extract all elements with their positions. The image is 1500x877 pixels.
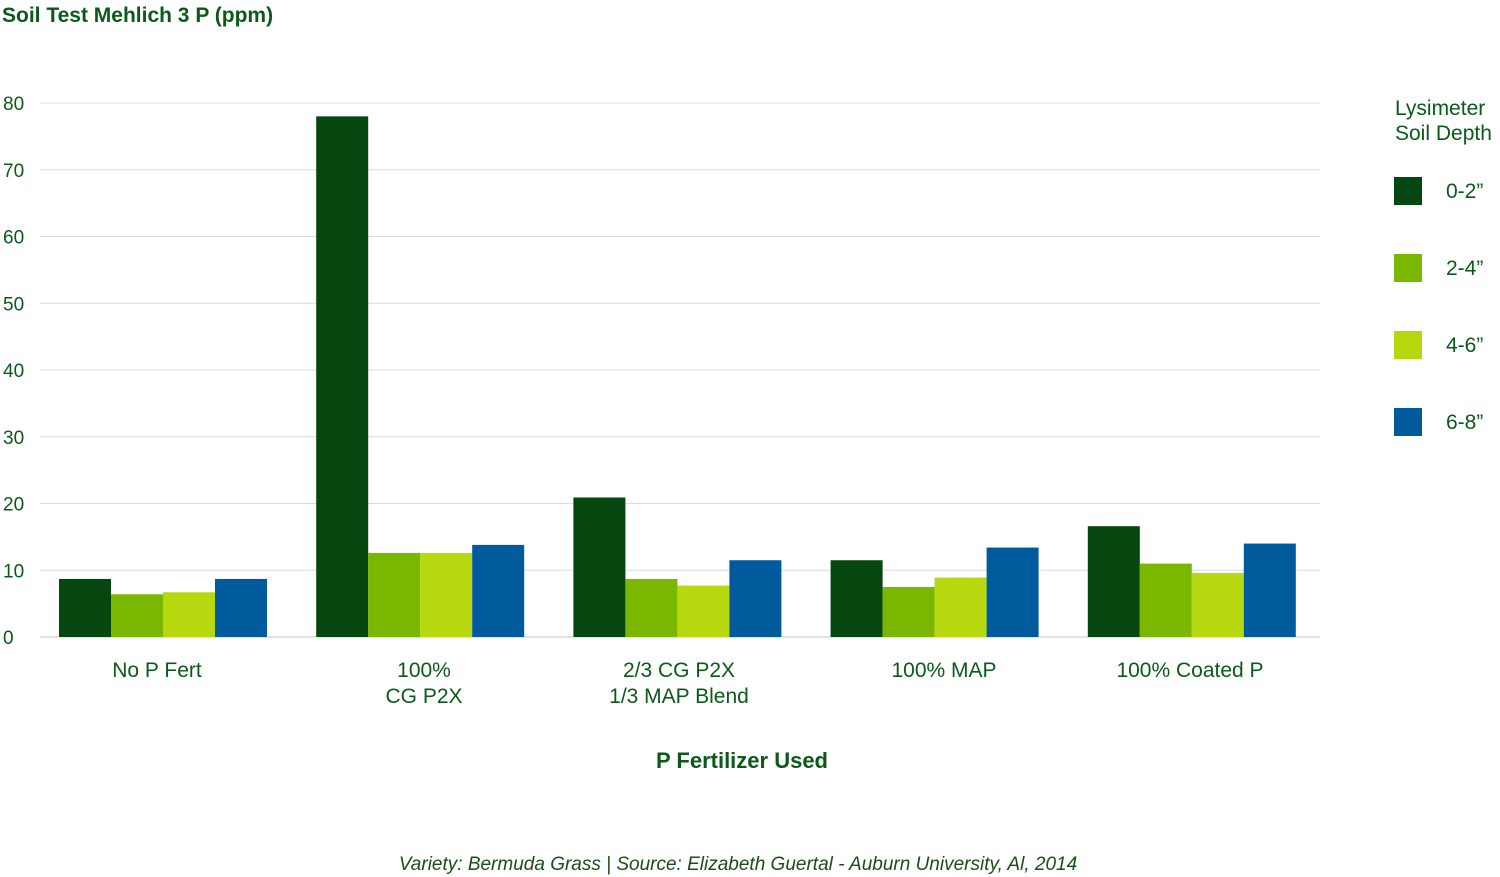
bar (729, 560, 782, 637)
legend-title: Lysimeter (1395, 97, 1485, 120)
legend-swatch (1394, 331, 1422, 359)
bar (830, 560, 883, 637)
bar (215, 578, 267, 637)
bar (111, 594, 163, 637)
legend-label: 6-8” (1446, 411, 1483, 434)
bar (625, 578, 678, 637)
x-tick-label: CG P2X (385, 685, 462, 708)
bar (882, 586, 935, 637)
bar (472, 544, 525, 637)
x-tick-label: No P Fert (112, 659, 202, 682)
y-tick-label: 80 (3, 94, 24, 115)
bar (986, 547, 1039, 637)
y-tick-labels: 0 10 20 30 40 50 60 70 80 (3, 94, 24, 649)
x-tick-label: 1/3 MAP Blend (609, 685, 749, 708)
bar (1243, 543, 1296, 637)
y-tick-label: 70 (3, 161, 24, 182)
bar (163, 592, 215, 637)
bar (573, 497, 626, 637)
bar (59, 578, 111, 637)
legend-swatch (1394, 254, 1422, 282)
legend-swatch (1394, 408, 1422, 436)
legend-title: Soil Depth (1395, 122, 1492, 145)
y-tick-label: 40 (3, 361, 24, 382)
bars (59, 116, 1296, 638)
bar (420, 552, 473, 637)
bar (1191, 572, 1244, 637)
x-tick-label: 100% (397, 659, 451, 682)
y-tick-label: 10 (3, 561, 24, 582)
x-tick-label: 100% MAP (891, 659, 996, 682)
bar (316, 116, 369, 638)
gridlines (40, 102, 1320, 638)
y-tick-label: 60 (3, 228, 24, 249)
y-tick-label: 50 (3, 294, 24, 315)
bar (677, 585, 730, 637)
legend-label: 4-6” (1446, 334, 1483, 357)
x-axis-title: P Fertilizer Used (656, 748, 828, 773)
bar (934, 577, 987, 637)
bar (368, 552, 421, 637)
legend-swatch (1394, 177, 1422, 205)
y-tick-label: 0 (3, 628, 14, 649)
y-tick-label: 20 (3, 495, 24, 516)
legend-label: 2-4” (1446, 257, 1483, 280)
legend-label: 0-2” (1446, 180, 1483, 203)
bar (1139, 563, 1192, 637)
y-tick-label: 30 (3, 428, 24, 449)
x-tick-label: 100% Coated P (1116, 659, 1263, 682)
x-tick-labels: No P Fert 100% CG P2X 2/3 CG P2X 1/3 MAP Ble… (112, 659, 1263, 708)
x-tick-label: 2/3 CG P2X (623, 659, 735, 682)
y-axis-title: Soil Test Mehlich 3 P (ppm) (2, 4, 273, 27)
source-footnote: Variety: Bermuda Grass | Source: Elizabe… (399, 854, 1077, 875)
bar (1087, 526, 1140, 637)
